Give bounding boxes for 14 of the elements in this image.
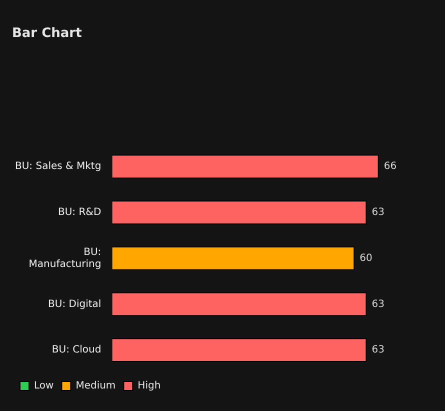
data-label: 60 — [360, 252, 372, 264]
data-label: 63 — [372, 298, 384, 310]
legend-label: Low — [34, 380, 54, 392]
legend-label: Medium — [76, 380, 116, 392]
y-tick-label: BU: Sales & Mktg — [15, 161, 102, 172]
legend-label: High — [138, 380, 161, 392]
y-tick-label: BU: Digital — [48, 298, 102, 310]
data-label: 63 — [372, 344, 384, 356]
y-tick-label: BU: R&D — [58, 207, 102, 218]
data-label: 63 — [372, 207, 384, 218]
data-label: 66 — [384, 161, 397, 172]
y-tick-label: BU: Cloud — [52, 344, 102, 356]
y-tick-label: BU: Manufacturing — [28, 246, 102, 270]
chart-title: Bar Chart — [12, 26, 82, 42]
